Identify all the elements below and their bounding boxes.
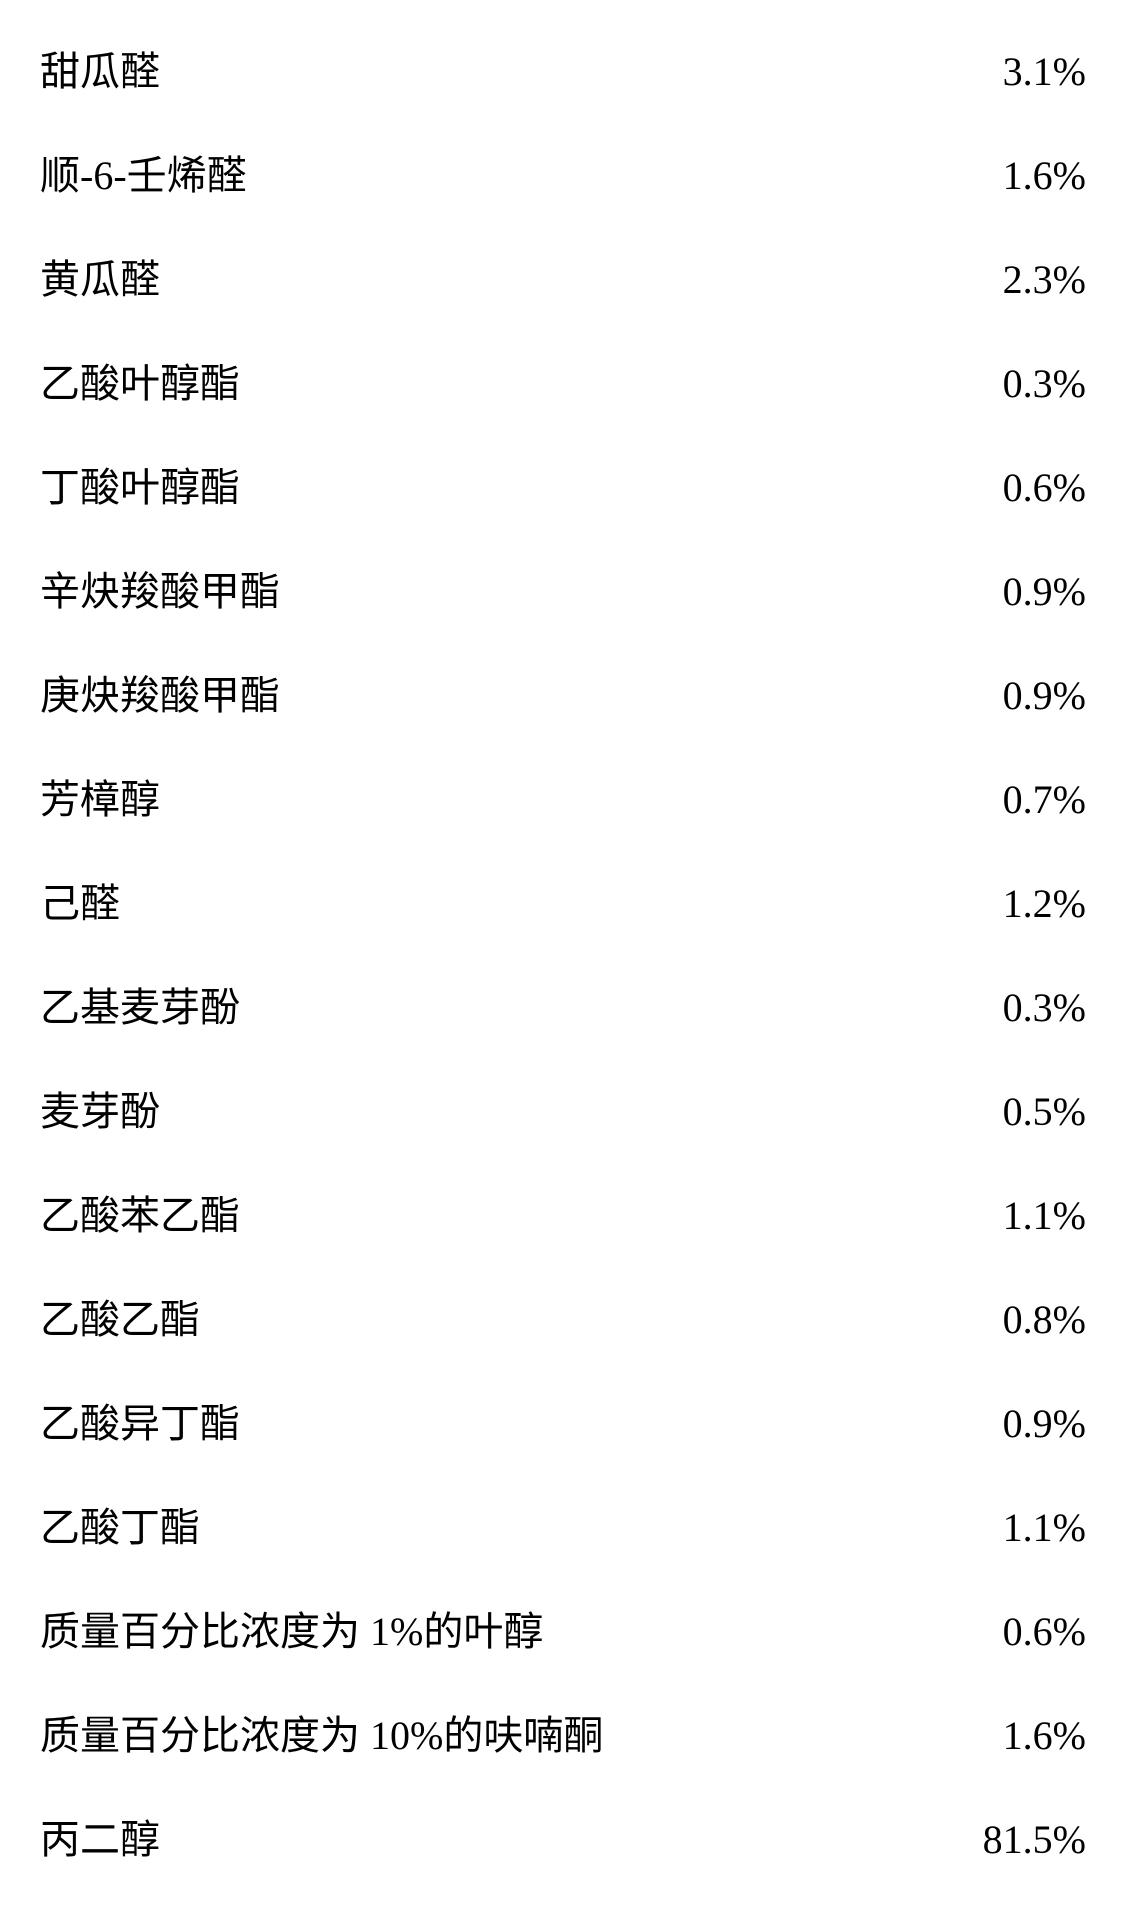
ingredient-name: 丙二醇 xyxy=(40,1812,943,1868)
table-row: 辛炔羧酸甲酯 0.9% xyxy=(40,540,1086,644)
table-row: 乙酸苯乙酯 1.1% xyxy=(40,1164,1086,1268)
ingredient-name: 顺-6-壬烯醛 xyxy=(40,148,963,204)
ingredient-name: 质量百分比浓度为 10%的呋喃酮 xyxy=(40,1708,963,1764)
ingredient-name: 乙酸乙酯 xyxy=(40,1292,963,1348)
ingredient-name: 乙酸叶醇酯 xyxy=(40,356,963,412)
ingredient-value: 1.6% xyxy=(963,148,1086,204)
ingredient-name: 乙酸丁酯 xyxy=(40,1500,963,1556)
ingredient-value: 1.6% xyxy=(963,1708,1086,1764)
ingredient-name: 黄瓜醛 xyxy=(40,252,963,308)
ingredient-value: 0.6% xyxy=(963,460,1086,516)
ingredient-name: 己醛 xyxy=(40,876,963,932)
table-row: 甜瓜醛 3.1% xyxy=(40,20,1086,124)
ingredient-value: 0.5% xyxy=(963,1084,1086,1140)
table-row: 顺-6-壬烯醛 1.6% xyxy=(40,124,1086,228)
ingredient-name: 芳樟醇 xyxy=(40,772,963,828)
ingredient-value: 0.7% xyxy=(963,772,1086,828)
table-row: 己醛 1.2% xyxy=(40,852,1086,956)
ingredient-value: 1.1% xyxy=(963,1188,1086,1244)
ingredient-value: 1.2% xyxy=(963,876,1086,932)
ingredient-name: 乙基麦芽酚 xyxy=(40,980,963,1036)
ingredient-value: 1.1% xyxy=(963,1500,1086,1556)
ingredient-name: 庚炔羧酸甲酯 xyxy=(40,668,963,724)
table-row: 丙二醇 81.5% xyxy=(40,1788,1086,1892)
ingredient-name: 质量百分比浓度为 1%的叶醇 xyxy=(40,1604,963,1660)
ingredient-value: 0.3% xyxy=(963,980,1086,1036)
ingredient-name: 辛炔羧酸甲酯 xyxy=(40,564,963,620)
ingredient-name: 乙酸异丁酯 xyxy=(40,1396,963,1452)
ingredient-name: 甜瓜醛 xyxy=(40,44,963,100)
table-row: 质量百分比浓度为 10%的呋喃酮 1.6% xyxy=(40,1684,1086,1788)
table-row: 质量百分比浓度为 1%的叶醇 0.6% xyxy=(40,1580,1086,1684)
ingredient-value: 0.9% xyxy=(963,564,1086,620)
table-row: 丁酸叶醇酯 0.6% xyxy=(40,436,1086,540)
table-row: 乙酸异丁酯 0.9% xyxy=(40,1372,1086,1476)
ingredient-value: 2.3% xyxy=(963,252,1086,308)
ingredient-name: 丁酸叶醇酯 xyxy=(40,460,963,516)
table-row: 麦芽酚 0.5% xyxy=(40,1060,1086,1164)
ingredient-value: 3.1% xyxy=(963,44,1086,100)
ingredient-value: 0.9% xyxy=(963,1396,1086,1452)
table-row: 乙酸乙酯 0.8% xyxy=(40,1268,1086,1372)
table-row: 黄瓜醛 2.3% xyxy=(40,228,1086,332)
ingredient-name: 乙酸苯乙酯 xyxy=(40,1188,963,1244)
ingredient-value: 0.6% xyxy=(963,1604,1086,1660)
ingredient-value: 81.5% xyxy=(943,1812,1086,1868)
ingredient-value: 0.8% xyxy=(963,1292,1086,1348)
ingredient-name: 麦芽酚 xyxy=(40,1084,963,1140)
table-row: 乙基麦芽酚 0.3% xyxy=(40,956,1086,1060)
ingredient-value: 0.9% xyxy=(963,668,1086,724)
table-row: 庚炔羧酸甲酯 0.9% xyxy=(40,644,1086,748)
table-row: 乙酸丁酯 1.1% xyxy=(40,1476,1086,1580)
ingredient-table: 甜瓜醛 3.1% 顺-6-壬烯醛 1.6% 黄瓜醛 2.3% 乙酸叶醇酯 0.3… xyxy=(40,20,1086,1892)
ingredient-value: 0.3% xyxy=(963,356,1086,412)
table-row: 芳樟醇 0.7% xyxy=(40,748,1086,852)
table-row: 乙酸叶醇酯 0.3% xyxy=(40,332,1086,436)
